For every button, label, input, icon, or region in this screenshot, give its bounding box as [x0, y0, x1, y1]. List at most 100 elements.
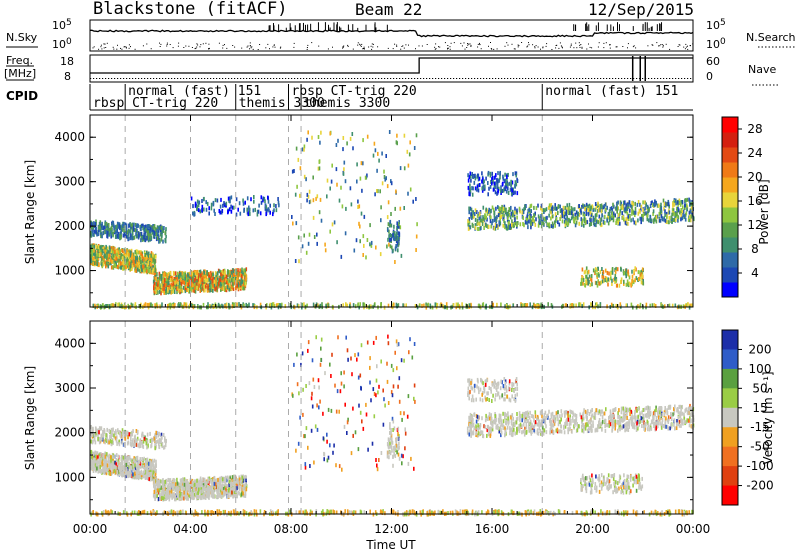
nave-dot — [612, 78, 614, 79]
power-point — [159, 273, 162, 278]
power-point — [583, 270, 586, 275]
noise-right-tick-low: 100 — [706, 37, 726, 51]
power-point — [399, 166, 402, 171]
power-point — [106, 261, 108, 266]
power-point — [680, 213, 682, 218]
power-point — [228, 207, 231, 212]
velocity-point — [131, 459, 133, 464]
power-point — [516, 222, 518, 227]
noise-search-dot — [651, 44, 653, 46]
power-point — [256, 209, 259, 214]
power-point — [688, 197, 690, 202]
power-point — [176, 277, 178, 281]
power-point — [681, 200, 684, 204]
power-colorbar-tick-label: 20 — [747, 170, 762, 184]
noise-search-dot — [683, 46, 685, 48]
nave-dot — [285, 78, 287, 79]
power-point — [141, 237, 144, 242]
power-point — [615, 221, 617, 225]
power-point — [349, 186, 352, 191]
power-point — [110, 249, 112, 254]
power-point — [570, 216, 573, 221]
power-point — [385, 176, 387, 181]
power-point — [223, 280, 225, 285]
power-point — [115, 256, 118, 261]
power-point — [227, 273, 229, 277]
power-point — [160, 284, 163, 288]
power-point — [111, 255, 114, 260]
noise-search-dot — [633, 45, 635, 47]
power-point — [229, 196, 231, 201]
power-point — [167, 272, 170, 277]
power-point — [477, 188, 480, 193]
power-point — [548, 222, 551, 227]
power-point — [408, 152, 411, 157]
power-point — [162, 288, 164, 293]
power-point — [145, 224, 147, 229]
power-point — [146, 253, 148, 258]
power-point — [106, 252, 109, 257]
noise-search-dot — [662, 44, 664, 46]
power-point — [626, 271, 628, 276]
power-point — [425, 302, 427, 307]
power-point — [680, 217, 682, 222]
power-point — [611, 282, 613, 286]
power-point — [168, 276, 170, 281]
power-point — [119, 261, 122, 266]
power-point — [530, 203, 533, 208]
power-point — [243, 286, 245, 291]
power-point — [206, 272, 209, 277]
power-point — [686, 197, 689, 202]
power-point — [595, 205, 598, 210]
power-point — [625, 217, 627, 222]
power-point — [111, 259, 114, 264]
power-point — [478, 227, 480, 231]
power-point — [143, 232, 145, 237]
power-point — [198, 276, 201, 280]
power-point — [194, 270, 197, 275]
power-point — [105, 252, 107, 256]
power-point — [478, 176, 481, 181]
nave-dot — [126, 78, 128, 79]
power-point — [496, 183, 499, 188]
noise-search-dot — [418, 45, 420, 47]
freq-tick-high: 18 — [60, 55, 74, 68]
noise-search-dot — [166, 42, 168, 44]
power-point — [512, 213, 514, 218]
power-point — [147, 265, 150, 270]
power-point — [243, 268, 245, 273]
power-point — [355, 238, 358, 243]
power-point — [136, 260, 138, 265]
power-point — [616, 267, 619, 272]
power-point — [93, 232, 95, 237]
power-point — [117, 302, 119, 307]
nave-dot — [534, 78, 536, 79]
power-point — [425, 305, 428, 310]
power-point — [390, 223, 393, 228]
power-point — [568, 202, 571, 207]
power-point — [548, 213, 550, 218]
power-point — [487, 209, 490, 214]
power-point — [580, 281, 582, 286]
noise-search-dot — [199, 46, 201, 48]
power-point — [409, 140, 411, 145]
power-point — [676, 208, 679, 213]
nave-dot — [387, 78, 389, 79]
power-point — [594, 202, 597, 206]
power-point — [635, 220, 637, 225]
power-point — [318, 210, 321, 215]
power-point — [212, 279, 214, 284]
nave-dot — [564, 78, 566, 79]
power-point — [506, 178, 508, 182]
power-point — [583, 216, 586, 221]
nave-dot — [159, 78, 161, 79]
power-point — [168, 286, 170, 291]
power-point — [493, 218, 496, 223]
power-point — [184, 272, 187, 277]
noise-search-dot — [545, 45, 547, 47]
power-point — [133, 256, 135, 261]
power-point — [504, 304, 506, 309]
power-point — [216, 271, 219, 276]
power-point — [352, 146, 354, 151]
power-point — [344, 179, 347, 184]
